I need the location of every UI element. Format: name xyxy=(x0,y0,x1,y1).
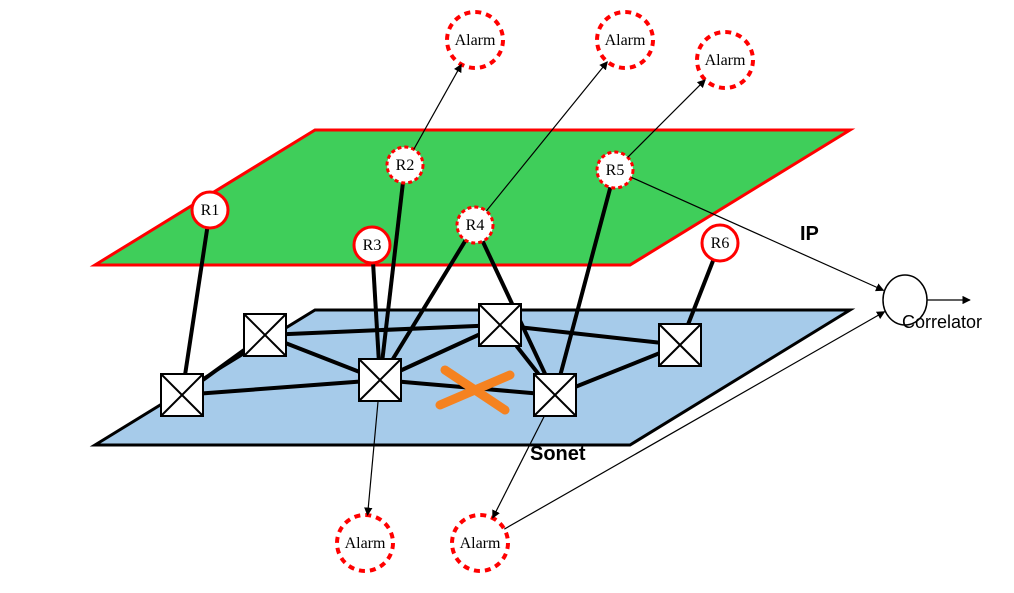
alarm-label: Alarm xyxy=(605,32,646,49)
alarm-label: Alarm xyxy=(705,52,746,69)
router-label: R3 xyxy=(363,237,382,254)
router-label: R2 xyxy=(396,157,415,174)
router-label: R6 xyxy=(711,235,730,252)
diagram-stage: R1 R2 R3 R4 R5 R6 Alarm Alarm Alarm Alarm Alarm Cor… xyxy=(0,0,1014,593)
alarm-label: Alarm xyxy=(455,32,496,49)
sonet-layer-label: Sonet xyxy=(530,443,586,465)
router-label: R5 xyxy=(606,162,625,179)
ip-layer-label: IP xyxy=(800,223,819,245)
correlator-label: Correlator xyxy=(902,312,982,332)
alarm-label: Alarm xyxy=(345,535,386,552)
router-label: R1 xyxy=(201,202,220,219)
router-label: R4 xyxy=(466,217,485,234)
alarm-label: Alarm xyxy=(460,535,501,552)
